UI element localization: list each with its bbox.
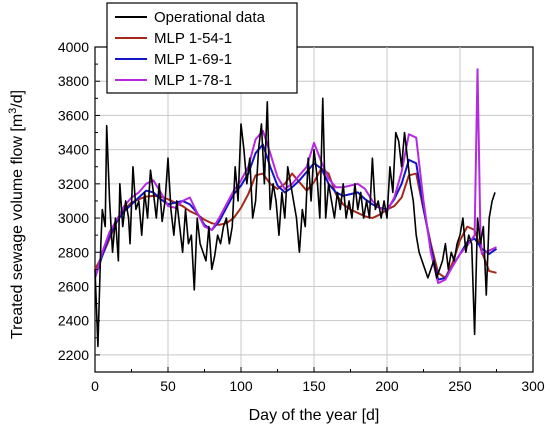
y-tick-label: 2400 <box>58 313 89 329</box>
y-tick-label: 3200 <box>58 176 89 192</box>
y-tick-label: 2800 <box>58 244 89 260</box>
x-tick-label: 250 <box>448 378 472 394</box>
legend-label: MLP 1-78-1 <box>154 72 232 89</box>
x-tick-label: 100 <box>229 378 253 394</box>
x-tick-label: 150 <box>302 378 326 394</box>
legend-label: Operational data <box>154 9 266 26</box>
y-tick-label: 2600 <box>58 278 89 294</box>
legend-label: MLP 1-54-1 <box>154 30 232 47</box>
tick-layer: 0 50 100 150 200 250 300 2200 2400 2600 2800 3000 32… <box>58 39 545 394</box>
y-axis-title: Treated sewage volume flow [m3/d] <box>7 90 26 339</box>
y-tick-label: 4000 <box>58 39 89 55</box>
series-line-operational-data <box>94 97 496 348</box>
y-tick-label: 3600 <box>58 107 89 123</box>
x-tick-label: 50 <box>160 378 176 394</box>
y-tick-label: 2200 <box>58 347 89 363</box>
y-tick-label: 3000 <box>58 210 89 226</box>
x-axis-title: Day of the year [d] <box>249 407 380 424</box>
y-tick-label: 3800 <box>58 73 89 89</box>
legend-label: MLP 1-69-1 <box>154 51 232 68</box>
y-tick-label: 3400 <box>58 142 89 158</box>
x-tick-label: 0 <box>91 378 99 394</box>
legend: Operational data MLP 1-54-1 MLP 1-69-1 MLP … <box>106 2 298 94</box>
series-line-mlp-1-78-1 <box>94 68 497 285</box>
series-layer <box>94 68 498 348</box>
x-tick-label: 200 <box>375 378 399 394</box>
x-tick-label: 300 <box>521 378 545 394</box>
